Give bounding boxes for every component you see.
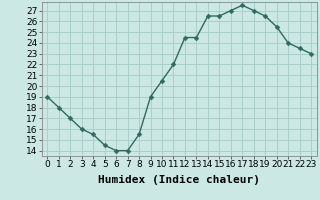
X-axis label: Humidex (Indice chaleur): Humidex (Indice chaleur) — [98, 175, 260, 185]
